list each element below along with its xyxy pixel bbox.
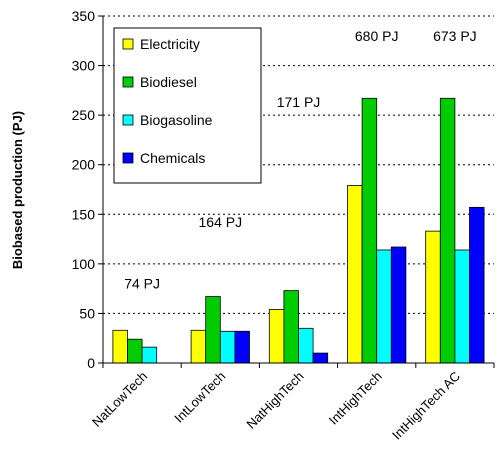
y-tick-label: 250: [72, 107, 96, 123]
x-tick-label: IntLowTech: [171, 369, 228, 426]
x-tick-label: NatHighTech: [243, 369, 306, 432]
y-tick-label: 350: [72, 8, 96, 24]
legend-swatch: [122, 152, 134, 164]
legend: Electricity Biodiesel Biogasoline Chemicals: [113, 27, 262, 184]
x-tick-label: IntHighTech: [326, 369, 385, 428]
y-axis-label: Biobased production (PJ): [10, 111, 25, 269]
y-tick-label: 50: [79, 305, 95, 321]
bar-biodiesel: [127, 338, 143, 364]
annotation-label: 673 PJ: [433, 28, 477, 44]
bars: [112, 97, 485, 364]
annotation-label: 74 PJ: [124, 276, 160, 292]
y-tick-label: 0: [87, 355, 95, 371]
y-tick-labels: 0 50 100 150 200 250 300 350: [72, 8, 96, 371]
annotation-label: 164 PJ: [199, 214, 243, 230]
annotation-label: 680 PJ: [355, 28, 399, 44]
bar-electricity: [268, 309, 285, 364]
y-tick-label: 150: [72, 206, 96, 222]
annotations: 74 PJ 164 PJ 171 PJ 680 PJ 673 PJ: [124, 28, 477, 292]
x-tick-label: NatLowTech: [89, 369, 150, 430]
annotation-label: 171 PJ: [277, 94, 321, 110]
legend-swatch: [122, 114, 134, 126]
legend-label: Biogasoline: [140, 112, 213, 128]
x-tick-label: IntHighTech AC: [389, 369, 463, 443]
y-tick-label: 200: [72, 157, 96, 173]
legend-label: Electricity: [140, 36, 200, 52]
bar-biodiesel: [283, 290, 299, 364]
bar-biogasoline: [141, 346, 158, 364]
bar-electricity: [425, 230, 441, 364]
legend-label: Biodiesel: [140, 74, 197, 90]
bar-electricity: [347, 185, 363, 364]
legend-swatch: [122, 76, 134, 88]
bar-chemicals: [234, 330, 250, 364]
bar-biodiesel: [205, 296, 221, 364]
bar-electricity: [112, 329, 128, 364]
legend-swatch: [122, 38, 134, 50]
y-tick-label: 300: [72, 58, 96, 74]
bar-biogasoline: [376, 249, 392, 364]
x-tick-labels: NatLowTech IntLowTech NatHighTech IntHighTe…: [89, 369, 463, 443]
y-tick-label: 100: [72, 256, 96, 272]
bar-biogasoline: [454, 249, 470, 364]
legend-label: Chemicals: [140, 150, 205, 166]
legend-box: [113, 27, 262, 184]
bar-biogasoline: [298, 327, 314, 364]
bar-electricity: [190, 329, 207, 364]
bar-biodiesel: [361, 97, 378, 364]
bar-biogasoline: [219, 330, 236, 364]
bar-chemicals: [312, 352, 329, 364]
bar-chemicals: [469, 206, 485, 364]
bar-biodiesel: [439, 97, 456, 364]
axes: [98, 15, 495, 368]
bar-chemicals: [390, 246, 407, 364]
